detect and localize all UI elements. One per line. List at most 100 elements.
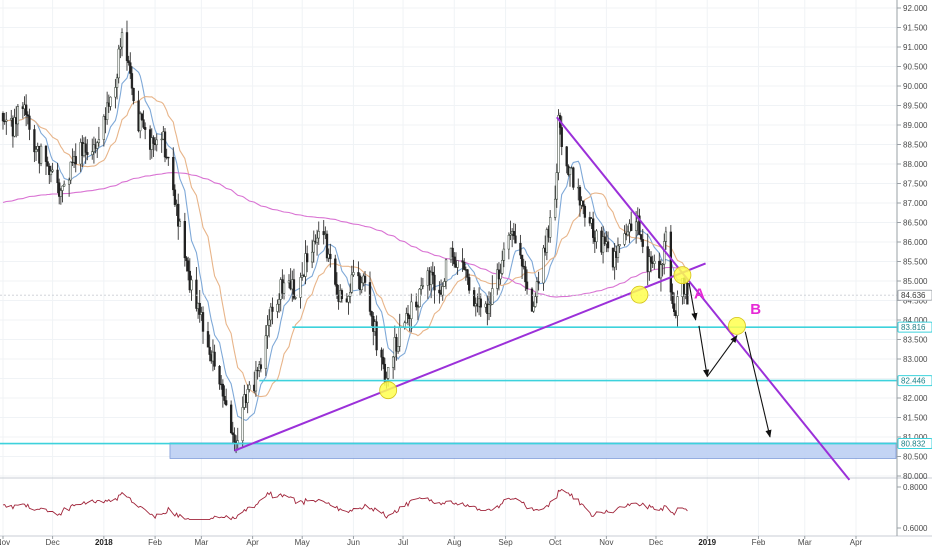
candle-body <box>221 383 225 397</box>
candle-body <box>410 301 413 320</box>
price-tick-label: 85.000 <box>903 277 928 286</box>
candle-body <box>648 256 651 272</box>
oscillator-line <box>2 488 688 521</box>
price-tick-label: 83.500 <box>903 336 928 345</box>
candle-body <box>639 234 643 240</box>
candle-body <box>560 127 563 147</box>
candle-body <box>69 161 72 181</box>
candle-body <box>109 96 112 107</box>
candle-body <box>206 331 210 348</box>
candle-body <box>502 248 506 261</box>
candle-body <box>173 189 177 205</box>
candle-body <box>421 285 425 287</box>
candle-body <box>352 272 355 276</box>
candle-body <box>49 171 53 176</box>
candle-body <box>1 113 5 122</box>
price-tag-box <box>897 321 932 333</box>
candle-body <box>271 306 274 312</box>
candle-body <box>315 237 319 243</box>
candle-body <box>105 102 109 120</box>
candle-body <box>520 254 524 267</box>
candle-body <box>525 281 529 290</box>
candle-body <box>325 233 329 259</box>
candle-body <box>254 369 258 392</box>
price-tag-box <box>897 375 932 387</box>
candle-body <box>545 229 549 253</box>
price-tick-label: 86.500 <box>903 219 928 228</box>
month-label: May <box>295 538 310 547</box>
candle-body <box>532 306 535 312</box>
candle-body <box>132 87 135 102</box>
candle-body <box>549 217 552 238</box>
candle-body <box>56 169 59 184</box>
month-label: Mar <box>798 538 812 547</box>
candle-body <box>97 139 101 143</box>
price-tags: 84.636 83.816 82.446 80.832 <box>897 289 932 450</box>
candle-body <box>606 241 610 249</box>
candle-body <box>246 389 249 403</box>
month-label: Apr <box>850 538 863 547</box>
candle-body <box>213 351 216 367</box>
candlestick-series <box>1 20 689 454</box>
candle-body <box>375 321 378 351</box>
candle-body <box>370 311 373 317</box>
candle-body <box>277 299 281 305</box>
candle-body <box>403 322 406 328</box>
candle-body <box>626 231 630 236</box>
touch-circle <box>379 381 398 400</box>
candle-body <box>59 190 63 197</box>
touch-circle <box>673 266 692 285</box>
price-tag-label: 84.636 <box>901 291 926 300</box>
candle-body <box>395 337 398 352</box>
candle-body <box>653 260 656 264</box>
label-a: A <box>694 286 705 303</box>
month-label: Oct <box>549 538 562 547</box>
candle-body <box>360 282 363 290</box>
candle-body <box>172 156 175 191</box>
candle-body <box>595 230 598 242</box>
candle-body <box>299 277 302 298</box>
candle-body <box>673 303 676 312</box>
candle-body <box>616 245 620 258</box>
month-label: Dec <box>45 538 59 547</box>
candle-body <box>671 291 674 304</box>
candle-body <box>142 119 145 128</box>
candle-body <box>453 256 456 265</box>
price-tick-label: 83.000 <box>903 355 928 364</box>
month-label: Mar <box>194 538 208 547</box>
candle-body <box>115 77 119 88</box>
price-tick-label: 87.500 <box>903 180 928 189</box>
candle-body <box>130 73 134 89</box>
candle-body <box>140 113 144 120</box>
price-tag-label: 80.832 <box>901 440 926 449</box>
candle-body <box>125 32 129 61</box>
candle-body <box>317 231 320 239</box>
candle-body <box>582 200 585 207</box>
candle-body <box>396 346 400 352</box>
candle-body <box>406 313 410 316</box>
candle-body <box>349 292 352 297</box>
moving-average-mid <box>2 96 688 398</box>
projection-arrow <box>744 331 772 438</box>
candle-body <box>669 231 673 293</box>
projection-arrow <box>688 282 698 321</box>
month-label: 2019 <box>698 538 716 547</box>
candle-body <box>463 261 466 270</box>
price-tick-label: 81.500 <box>903 414 928 423</box>
candle-body <box>466 269 469 278</box>
support-zone-rect <box>169 442 897 459</box>
candle-body <box>198 302 201 315</box>
candle-body <box>259 364 263 369</box>
price-tick-label: 87.000 <box>903 199 928 208</box>
candle-body <box>185 257 188 262</box>
candle-body <box>74 156 77 165</box>
candle-body <box>603 236 606 245</box>
candle-body <box>231 432 234 435</box>
candle-body <box>418 288 421 307</box>
candle-body <box>472 290 476 307</box>
candle-body <box>601 236 605 253</box>
price-tick-label: 82.000 <box>903 394 928 403</box>
candle-body <box>201 312 205 332</box>
candle-body <box>487 304 491 314</box>
